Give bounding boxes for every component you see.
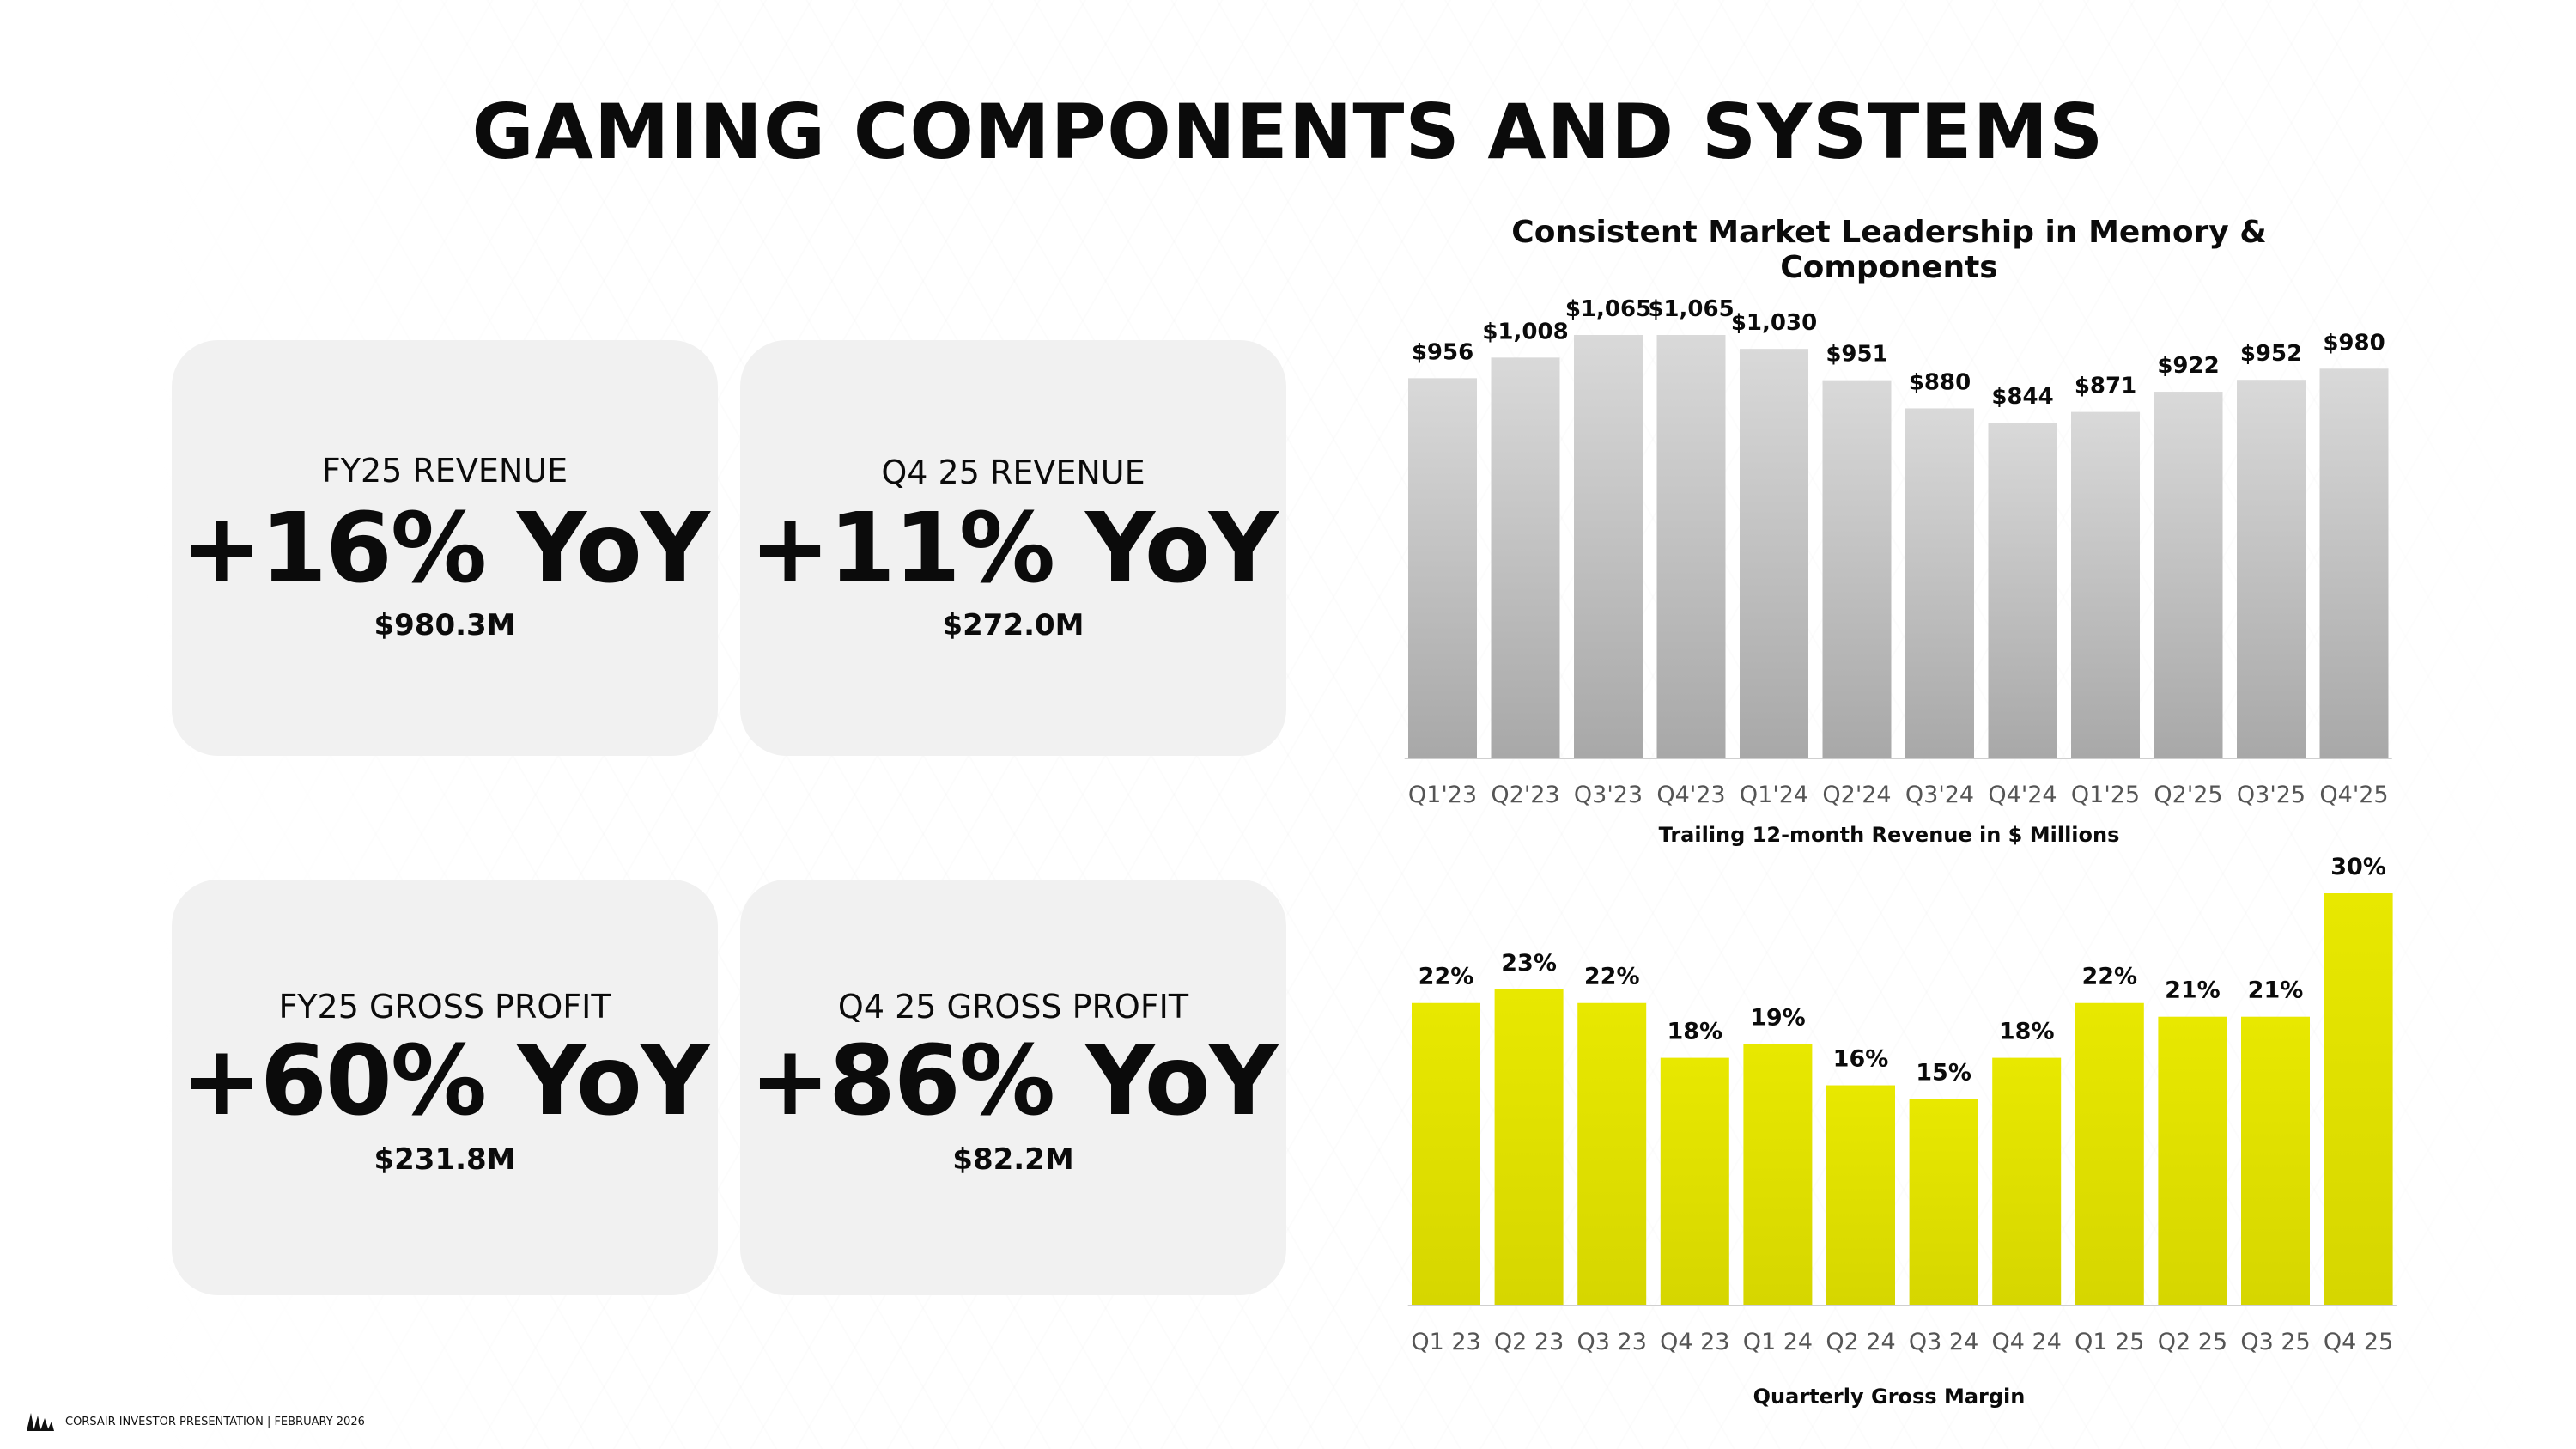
tick-label: Q2'23 — [1491, 782, 1559, 808]
data-label: 15% — [1916, 1060, 1971, 1087]
data-label: $871 — [2075, 374, 2136, 399]
bar — [2241, 1016, 2310, 1305]
revenue-chart-caption: Trailing 12-month Revenue in $ Millions — [1658, 823, 2120, 847]
data-label: 21% — [2165, 977, 2221, 1004]
data-label: 23% — [1501, 950, 1557, 977]
card-growth: +11% YoY — [750, 493, 1279, 605]
tick-label: Q4'23 — [1656, 782, 1725, 808]
tick-label: Q2 24 — [1826, 1329, 1895, 1355]
data-label: $1,065 — [1648, 296, 1734, 322]
tick-label: Q1 23 — [1411, 1329, 1480, 1355]
data-label: $1,065 — [1565, 296, 1651, 322]
tick-label: Q3'23 — [1574, 782, 1643, 808]
tick-label: Q4 25 — [2324, 1329, 2393, 1355]
data-label: 19% — [1750, 1005, 1806, 1032]
data-label: 22% — [1419, 964, 1474, 990]
tick-label: Q1'25 — [2071, 782, 2140, 808]
data-label: $922 — [2157, 353, 2219, 379]
bar — [1574, 335, 1643, 758]
card-label: Q4 25 GROSS PROFIT — [837, 988, 1189, 1026]
data-label: $952 — [2240, 341, 2302, 367]
card-growth: +86% YoY — [750, 1026, 1279, 1137]
bar — [1656, 335, 1726, 758]
data-label: 18% — [1667, 1019, 1722, 1045]
data-label: $1,030 — [1731, 310, 1817, 336]
card-value: $980.3M — [374, 608, 516, 642]
data-label: 21% — [2248, 977, 2304, 1004]
tick-label: Q2'25 — [2154, 782, 2222, 808]
card-growth: +60% YoY — [181, 1026, 710, 1137]
fy25-revenue-card: FY25 REVENUE +16% YoY $980.3M — [172, 340, 718, 756]
data-label: $951 — [1826, 342, 1887, 368]
bar — [1408, 378, 1477, 758]
bar — [1822, 380, 1892, 758]
bar — [1909, 1099, 1978, 1305]
card-growth: +16% YoY — [181, 493, 710, 605]
tick-label: Q3'25 — [2237, 782, 2306, 808]
bar — [1743, 1044, 1813, 1305]
bar — [1988, 423, 2057, 758]
card-value: $231.8M — [374, 1142, 516, 1177]
bar — [2154, 392, 2223, 758]
gross-margin-chart-caption: Quarterly Gross Margin — [1753, 1385, 2026, 1409]
corsair-logo-icon — [27, 1413, 54, 1431]
data-label: $956 — [1412, 339, 1473, 365]
data-label: 22% — [2081, 964, 2137, 990]
chart-title: Consistent Market Leadership in Memory &… — [1511, 215, 2267, 285]
data-label: $844 — [1991, 384, 2053, 410]
tick-label: Q3 25 — [2240, 1329, 2310, 1355]
tick-label: Q1 24 — [1743, 1329, 1813, 1355]
bar — [2324, 893, 2393, 1305]
tick-label: Q4'24 — [1988, 782, 2057, 808]
bar — [1826, 1085, 1895, 1305]
data-label: 30% — [2330, 854, 2386, 880]
bar — [2319, 368, 2389, 758]
data-label: $1,008 — [1482, 319, 1568, 344]
data-label: 22% — [1584, 964, 1640, 990]
tick-label: Q2 25 — [2158, 1329, 2227, 1355]
bar — [2075, 1002, 2144, 1305]
bar — [1740, 349, 1808, 758]
bar — [2071, 411, 2140, 758]
bar — [2158, 1016, 2227, 1305]
data-label: $880 — [1909, 369, 1971, 395]
tick-label: Q4'25 — [2319, 782, 2388, 808]
tick-label: Q1'23 — [1408, 782, 1477, 808]
bar — [1577, 1002, 1647, 1305]
card-label: FY25 REVENUE — [321, 452, 568, 490]
data-label: $980 — [2323, 330, 2385, 356]
tick-label: Q1 25 — [2075, 1329, 2144, 1355]
bar — [2237, 380, 2306, 758]
data-label: 18% — [1999, 1019, 2055, 1045]
tick-label: Q4 24 — [1992, 1329, 2062, 1355]
tick-label: Q2'24 — [1822, 782, 1891, 808]
bar — [1494, 989, 1564, 1305]
card-value: $82.2M — [952, 1142, 1074, 1177]
bar — [1491, 357, 1560, 758]
q4-25-revenue-card: Q4 25 REVENUE +11% YoY $272.0M — [740, 340, 1286, 756]
bar — [1412, 1002, 1480, 1305]
bar — [1905, 408, 1974, 758]
tick-label: Q4 23 — [1660, 1329, 1729, 1355]
footer: CORSAIR INVESTOR PRESENTATION | FEBRUARY… — [26, 1411, 365, 1432]
fy25-gross-profit-card: FY25 GROSS PROFIT +60% YoY $231.8M — [172, 880, 718, 1295]
bar — [1992, 1057, 2062, 1305]
footer-text: CORSAIR INVESTOR PRESENTATION | FEBRUARY… — [65, 1415, 365, 1428]
data-label: 16% — [1833, 1046, 1889, 1073]
tick-label: Q3'24 — [1905, 782, 1974, 808]
card-label: FY25 GROSS PROFIT — [278, 988, 611, 1026]
card-value: $272.0M — [942, 608, 1084, 642]
tick-label: Q2 23 — [1494, 1329, 1564, 1355]
tick-label: Q3 24 — [1909, 1329, 1978, 1355]
tick-label: Q3 23 — [1577, 1329, 1647, 1355]
card-label: Q4 25 REVENUE — [881, 454, 1145, 491]
bar — [1660, 1057, 1729, 1305]
page-title: GAMING COMPONENTS AND SYSTEMS — [471, 88, 2105, 176]
q4-25-gross-profit-card: Q4 25 GROSS PROFIT +86% YoY $82.2M — [740, 880, 1286, 1295]
tick-label: Q1'24 — [1740, 782, 1808, 808]
